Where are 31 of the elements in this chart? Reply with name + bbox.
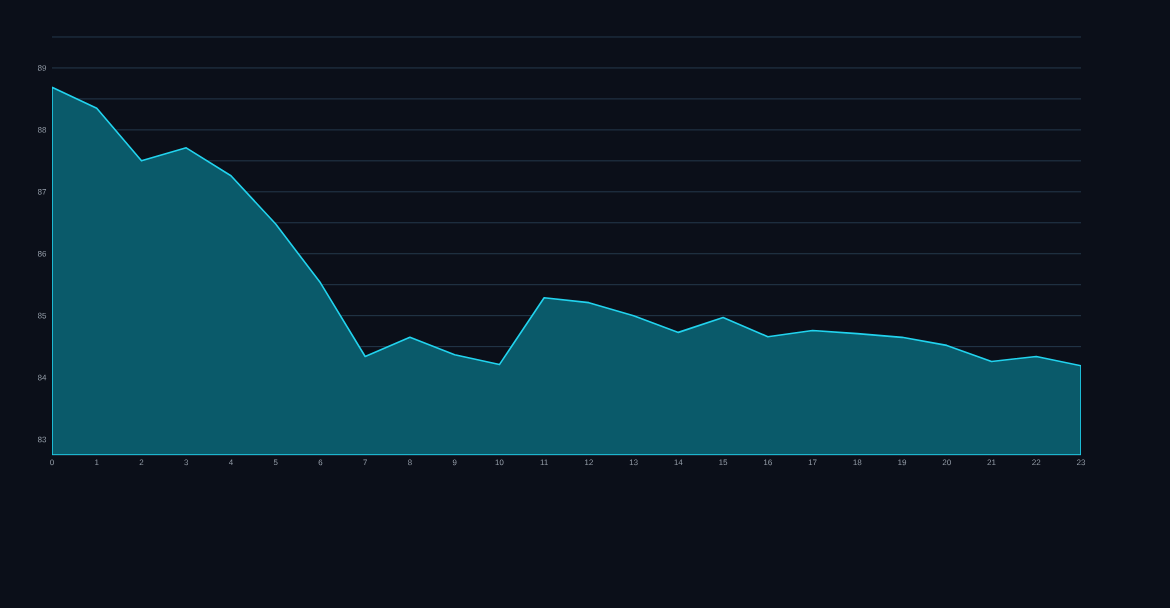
x-tick-label: 20: [942, 459, 951, 466]
y-tick-label: 88: [37, 127, 47, 133]
x-tick-label: 19: [898, 459, 907, 466]
x-tick-label: 8: [408, 459, 412, 466]
x-tick-label: 0: [50, 459, 54, 466]
x-tick-label: 2: [139, 459, 144, 466]
x-tick-label: 3: [184, 459, 189, 466]
x-tick-label: 4: [228, 459, 233, 466]
y-tick-label: 87: [37, 188, 47, 195]
x-tick-label: 22: [1032, 459, 1041, 466]
x-tick-label: 11: [540, 459, 548, 466]
y-tick-label: 86: [37, 250, 47, 257]
x-tick-label: 16: [763, 459, 772, 466]
y-tick-label: 84: [37, 374, 47, 381]
x-tick-label: 13: [629, 459, 638, 466]
x-tick-label: 7: [363, 459, 367, 466]
y-tick-label: 89: [37, 65, 47, 71]
x-tick-label: 23: [1076, 459, 1086, 466]
x-tick-label: 14: [674, 459, 683, 466]
x-tick-label: 6: [318, 459, 323, 466]
x-tick-label: 9: [452, 459, 457, 466]
x-tick-label: 18: [853, 459, 862, 466]
y-tick-label: 83: [37, 436, 47, 443]
x-tick-label: 1: [95, 459, 99, 466]
y-tick-label: 85: [37, 312, 47, 319]
x-tick-label: 12: [585, 459, 593, 466]
x-tick-label: 15: [719, 459, 728, 466]
x-tick-label: 17: [808, 459, 817, 466]
x-tick-label: 5: [273, 459, 278, 466]
x-tick-label: 10: [495, 459, 504, 466]
x-tick-label: 21: [987, 459, 996, 466]
